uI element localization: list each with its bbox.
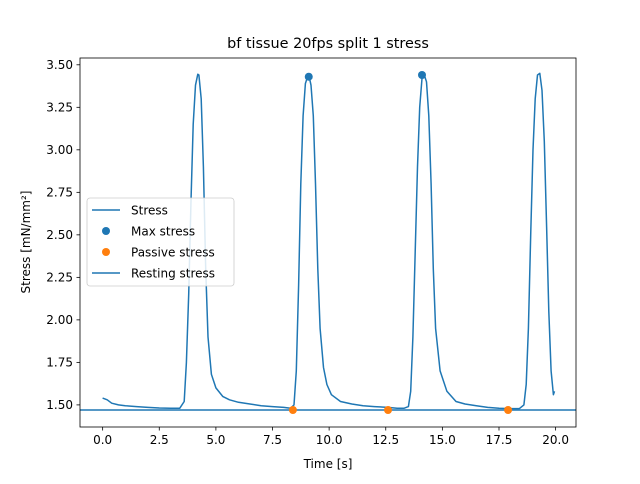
chart-title: bf tissue 20fps split 1 stress: [227, 36, 429, 52]
x-axis-ticks: 0.0 2.5 5.0 7.5 10.0 12.5 15.0 17.5 20.0: [93, 427, 569, 447]
y-tick-label: 3.25: [46, 101, 73, 115]
y-axis-ticks: 1.50 1.75 2.00 2.25 2.50 2.75 3.00 3.25 3.50: [46, 58, 80, 412]
passive-stress-point: [504, 405, 513, 414]
passive-stress-point: [288, 405, 297, 414]
y-tick-label: 2.25: [46, 271, 73, 285]
legend-label: Passive stress: [131, 245, 215, 259]
x-tick-label: 7.5: [263, 433, 282, 447]
legend-marker-swatch: [102, 227, 110, 235]
plot-area: [80, 71, 576, 414]
stress-line: [102, 72, 556, 410]
y-tick-label: 1.75: [46, 356, 73, 370]
x-axis-label: Time [s]: [303, 457, 353, 471]
max-stress-point: [417, 71, 426, 80]
x-tick-label: 2.5: [150, 433, 169, 447]
x-tick-label: 5.0: [206, 433, 225, 447]
passive-stress-point: [384, 405, 393, 414]
x-tick-label: 17.5: [486, 433, 513, 447]
x-tick-label: 10.0: [316, 433, 343, 447]
max-stress-point: [304, 72, 313, 81]
y-tick-label: 1.50: [46, 398, 73, 412]
legend: Stress Max stress Passive stress Resting st…: [86, 197, 235, 287]
y-tick-label: 2.75: [46, 186, 73, 200]
axes-frame: [79, 57, 577, 428]
y-axis-label: Stress [mN/mm²]: [19, 191, 33, 294]
legend-marker-swatch: [102, 248, 110, 256]
y-tick-label: 3.00: [46, 143, 73, 157]
legend-box: [86, 197, 235, 287]
legend-label: Stress: [131, 203, 168, 217]
legend-label: Max stress: [131, 224, 195, 238]
y-tick-label: 2.50: [46, 228, 73, 242]
legend-label: Resting stress: [131, 266, 215, 280]
x-tick-label: 15.0: [429, 433, 456, 447]
x-tick-label: 20.0: [542, 433, 569, 447]
x-tick-label: 12.5: [372, 433, 399, 447]
y-tick-label: 3.50: [46, 58, 73, 72]
x-tick-label: 0.0: [93, 433, 112, 447]
y-tick-label: 2.00: [46, 313, 73, 327]
